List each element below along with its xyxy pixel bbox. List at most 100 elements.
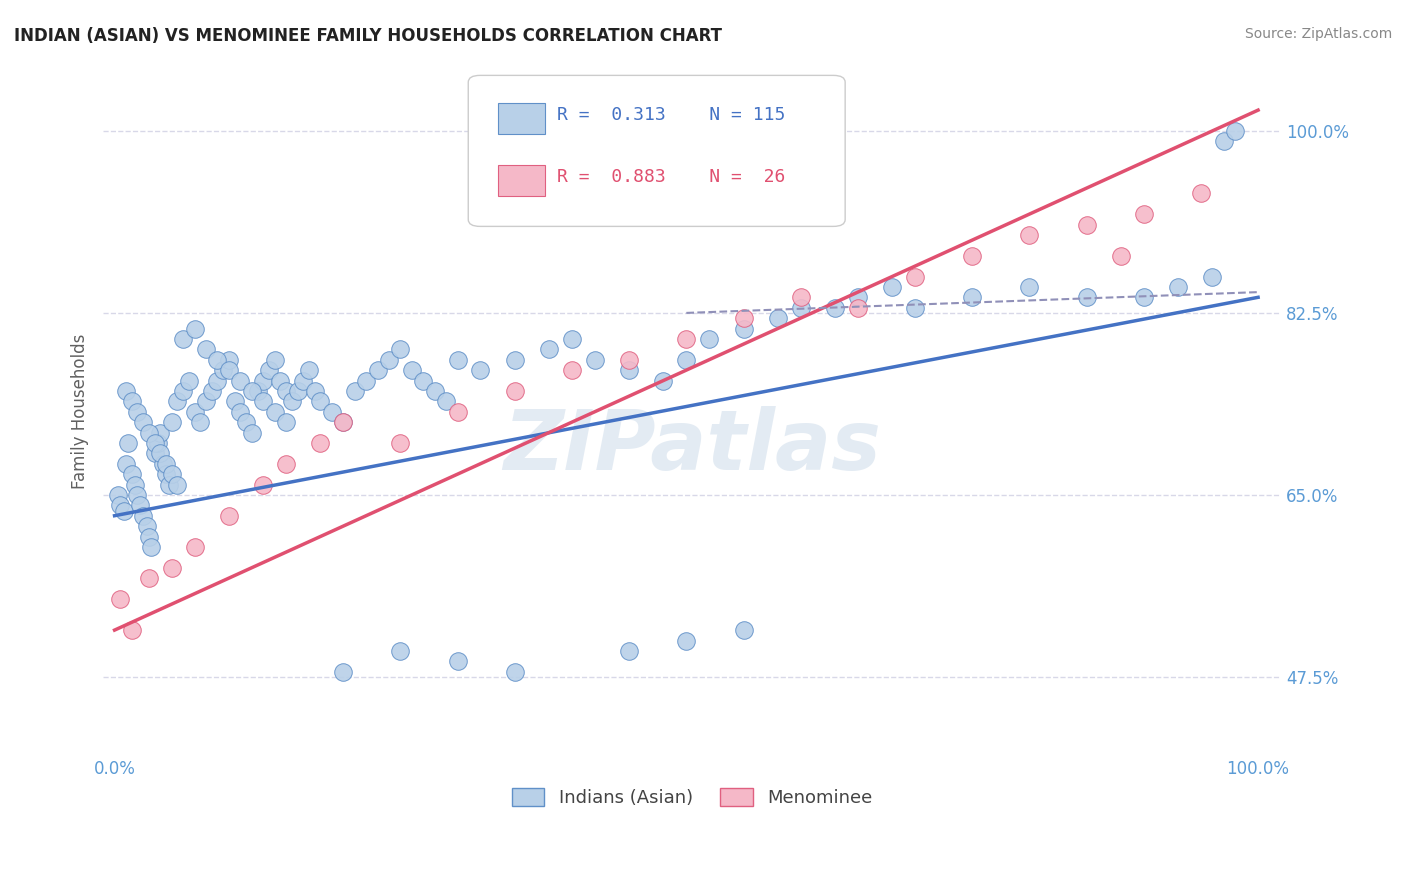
Point: [172, 332, 194, 346]
Point: [733, 321, 755, 335]
Point: [138, 529, 160, 543]
Point: [246, 384, 269, 398]
Point: [675, 352, 697, 367]
Point: [195, 394, 218, 409]
Point: [218, 363, 240, 377]
Point: [617, 644, 640, 658]
Point: [434, 394, 457, 409]
Point: [617, 352, 640, 367]
Text: R =  0.313    N = 115: R = 0.313 N = 115: [557, 106, 785, 124]
Point: [1189, 186, 1212, 201]
Y-axis label: Family Households: Family Households: [72, 334, 89, 490]
Point: [1201, 269, 1223, 284]
Point: [343, 384, 366, 398]
Point: [561, 332, 583, 346]
Point: [252, 477, 274, 491]
Point: [332, 415, 354, 429]
Point: [1076, 218, 1098, 232]
Point: [1132, 207, 1154, 221]
Point: [846, 290, 869, 304]
Point: [160, 415, 183, 429]
Point: [292, 374, 315, 388]
Point: [149, 425, 172, 440]
Point: [115, 457, 138, 471]
Point: [287, 384, 309, 398]
Point: [240, 425, 263, 440]
Point: [503, 665, 526, 679]
Point: [263, 352, 285, 367]
Point: [1018, 280, 1040, 294]
Point: [127, 488, 149, 502]
Point: [143, 446, 166, 460]
Point: [235, 415, 257, 429]
Point: [309, 436, 332, 450]
Point: [412, 374, 434, 388]
Point: [446, 352, 468, 367]
Point: [882, 280, 904, 294]
Point: [152, 457, 174, 471]
Point: [561, 363, 583, 377]
Point: [207, 374, 229, 388]
Point: [733, 623, 755, 637]
Text: ZIPatlas: ZIPatlas: [503, 406, 882, 486]
Point: [159, 477, 181, 491]
Point: [274, 384, 297, 398]
Bar: [498, 103, 544, 134]
Point: [269, 374, 291, 388]
Point: [263, 405, 285, 419]
Point: [212, 363, 235, 377]
Point: [121, 394, 143, 409]
Point: [1225, 124, 1247, 138]
Point: [298, 363, 321, 377]
Point: [132, 415, 155, 429]
Point: [789, 301, 811, 315]
Point: [470, 363, 492, 377]
Point: [177, 374, 200, 388]
Point: [583, 352, 606, 367]
Point: [229, 405, 252, 419]
Point: [281, 394, 304, 409]
Point: [824, 301, 846, 315]
Point: [1018, 227, 1040, 242]
Text: Source: ZipAtlas.com: Source: ZipAtlas.com: [1244, 27, 1392, 41]
Point: [188, 415, 211, 429]
Point: [332, 665, 354, 679]
Point: [224, 394, 246, 409]
Point: [166, 477, 188, 491]
Point: [128, 498, 150, 512]
Point: [675, 633, 697, 648]
Point: [252, 394, 274, 409]
Point: [503, 352, 526, 367]
Point: [112, 503, 135, 517]
Point: [354, 374, 377, 388]
Point: [389, 644, 412, 658]
Point: [503, 384, 526, 398]
Point: [389, 436, 412, 450]
Point: [446, 654, 468, 668]
Point: [733, 311, 755, 326]
Point: [423, 384, 446, 398]
Legend: Indians (Asian), Menominee: Indians (Asian), Menominee: [505, 780, 879, 814]
Point: [110, 498, 132, 512]
Point: [146, 436, 169, 450]
Point: [274, 457, 297, 471]
Point: [141, 540, 163, 554]
Bar: [498, 165, 544, 195]
Point: [229, 374, 252, 388]
Point: [218, 508, 240, 523]
Point: [143, 436, 166, 450]
Point: [240, 384, 263, 398]
Point: [110, 591, 132, 606]
Point: [1132, 290, 1154, 304]
Point: [378, 352, 401, 367]
Point: [652, 374, 675, 388]
Point: [124, 477, 146, 491]
Point: [252, 374, 274, 388]
Point: [166, 394, 188, 409]
Point: [332, 415, 354, 429]
Point: [904, 269, 927, 284]
Point: [766, 311, 789, 326]
Point: [117, 436, 139, 450]
Point: [304, 384, 326, 398]
Point: [446, 405, 468, 419]
